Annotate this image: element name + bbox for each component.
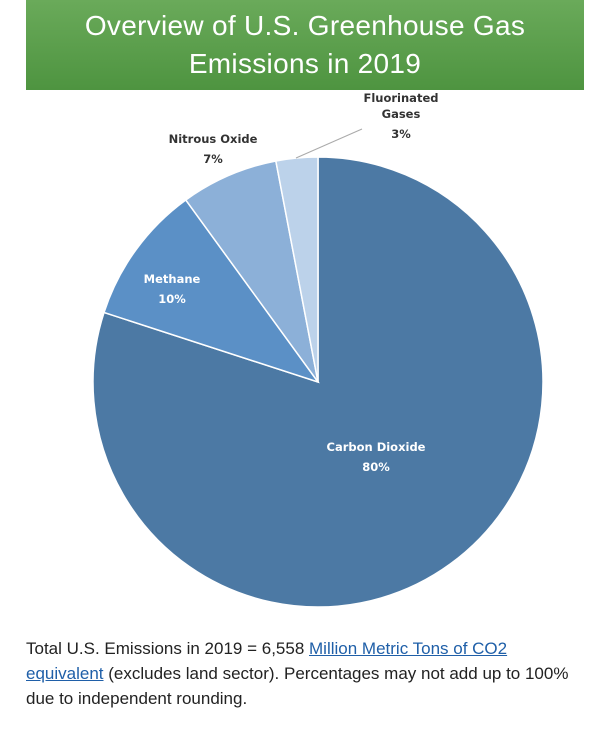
slice-name-fluorinated-gases-1: Fluorinated — [364, 91, 439, 105]
slice-name-carbon-dioxide: Carbon Dioxide — [327, 440, 426, 454]
slice-value-fluorinated-gases: 3% — [391, 127, 411, 141]
units-link-continued[interactable]: equivalent — [26, 664, 104, 683]
leader-line-fluorinated-gases — [295, 128, 363, 159]
slice-name-methane: Methane — [144, 272, 201, 286]
pie-slice-methane — [103, 198, 320, 384]
slice-name-fluorinated-gases-2: Gases — [382, 107, 421, 121]
emissions-caption: Total U.S. Emissions in 2019 = 6,558 Mil… — [26, 636, 586, 711]
caption-suffix: (excludes land sector). Percentages may … — [26, 664, 569, 708]
pie-chart-svg: Carbon Dioxide 80% Methane 10% Nitrous Oxide… — [92, 91, 544, 608]
slice-value-nitrous-oxide: 7% — [203, 152, 223, 166]
pie-chart: Carbon Dioxide 80% Methane 10% Nitrous Oxide… — [0, 90, 600, 620]
slice-name-nitrous-oxide: Nitrous Oxide — [169, 132, 258, 146]
units-link[interactable]: Million Metric Tons of CO2 — [309, 639, 508, 658]
chart-title-banner: Overview of U.S. Greenhouse Gas Emission… — [26, 0, 584, 90]
chart-title-line-2: Emissions in 2019 — [188, 48, 422, 79]
slice-value-methane: 10% — [158, 292, 186, 306]
caption-prefix: Total U.S. Emissions in 2019 = 6,558 — [26, 639, 310, 658]
chart-title-line-1: Overview of U.S. Greenhouse Gas — [84, 10, 526, 41]
slice-value-carbon-dioxide: 80% — [362, 460, 390, 474]
